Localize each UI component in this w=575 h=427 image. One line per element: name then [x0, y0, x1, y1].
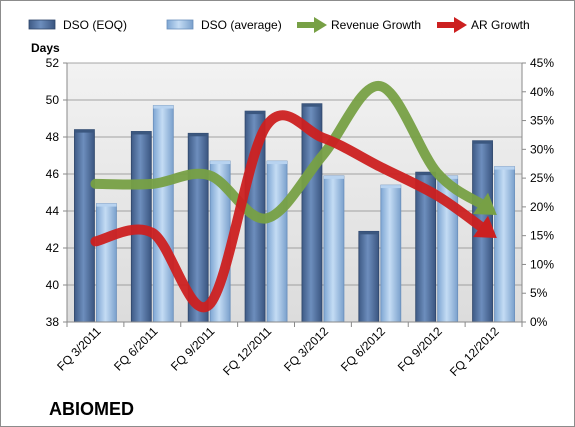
bar-dso-average — [96, 203, 117, 323]
left-axis: 38 40 42 44 46 48 50 52 — [46, 56, 68, 329]
x-tick-label: FQ 12/2011 — [220, 324, 274, 378]
left-tick-label: 42 — [46, 241, 60, 255]
legend-arrow-revenue-growth — [314, 17, 327, 33]
bar-dso-average — [266, 160, 288, 323]
bar-dso-eoq — [74, 129, 95, 323]
left-tick-label: 50 — [46, 93, 60, 107]
right-tick-label: 35% — [530, 114, 554, 128]
left-tick-label: 48 — [46, 130, 60, 144]
x-tick-label: FQ 9/2012 — [395, 324, 445, 374]
right-tick-label: 40% — [530, 85, 554, 99]
revenue-growth-line — [90, 81, 488, 224]
x-tick-label: FQ 3/2012 — [281, 324, 331, 374]
left-tick-label: 46 — [46, 167, 60, 181]
bar-cap — [131, 131, 152, 135]
bar-cap — [415, 172, 436, 176]
x-tick-label: FQ 9/2011 — [168, 324, 218, 374]
bar-cap — [323, 175, 344, 179]
bar-cap — [494, 166, 515, 170]
bar-cap — [153, 105, 174, 109]
bar-cap — [358, 231, 379, 235]
legend-arrow-ar-growth — [454, 17, 467, 33]
bar-cap — [188, 133, 209, 137]
bar-cap — [96, 203, 117, 207]
bar-cap — [267, 161, 288, 165]
legend-label-dso-eoq-: DSO (EOQ) — [63, 18, 127, 32]
x-tick-label: FQ 6/2012 — [338, 324, 388, 374]
x-tick-label: FQ 3/2011 — [54, 324, 104, 374]
legend-swatch-dso-eoq- — [28, 19, 56, 30]
ar-growth-arrowhead — [472, 215, 497, 238]
bar-cap — [472, 140, 493, 144]
left-tick-label: 52 — [46, 56, 60, 70]
bar-cap — [210, 161, 231, 165]
bar-dso-average — [380, 184, 402, 323]
right-tick-label: 20% — [530, 200, 554, 214]
left-tick-label: 44 — [46, 204, 60, 218]
revenue-growth-arrowhead — [472, 192, 497, 215]
bars — [74, 103, 515, 323]
legend: DSO (EOQ) DSO (average) Revenue Growth AR G… — [28, 17, 530, 33]
right-tick-label: 15% — [530, 229, 554, 243]
bar-dso-average — [494, 166, 515, 323]
right-tick-label: 5% — [530, 286, 548, 300]
legend-label-revenue-growth: Revenue Growth — [331, 18, 421, 32]
legend-label-dso-average-: DSO (average) — [201, 18, 282, 32]
bar-dso-average — [323, 175, 345, 323]
lines — [90, 81, 497, 313]
legend-label-ar-growth: AR Growth — [471, 18, 530, 32]
x-tick-label: FQ 12/2012 — [447, 324, 502, 379]
bar-dso-eoq — [358, 230, 380, 323]
right-tick-label: 30% — [530, 142, 554, 156]
x-tick-label: FQ 6/2011 — [111, 324, 161, 374]
right-tick-label: 45% — [530, 56, 554, 70]
left-tick-label: 40 — [46, 278, 60, 292]
legend-swatch-dso-average- — [166, 19, 194, 30]
bar-cap — [301, 103, 322, 107]
right-tick-label: 0% — [530, 315, 548, 329]
right-tick-label: 10% — [530, 257, 554, 271]
ar-growth-line — [90, 110, 488, 313]
right-axis: 0% 5% 10% 15% 20% 25% 30% 35% 40% 45% — [521, 56, 554, 329]
x-axis: FQ 3/2011 FQ 6/2011 FQ 9/2011 FQ 12/2011 FQ … — [54, 321, 523, 379]
right-tick-label: 25% — [530, 171, 554, 185]
left-axis-title: Days — [31, 41, 60, 55]
bar-cap — [245, 111, 266, 115]
left-tick-label: 38 — [46, 315, 60, 329]
bar-cap — [380, 185, 401, 189]
bar-dso-average — [152, 105, 174, 323]
company-name: ABIOMED — [49, 399, 134, 419]
bar-cap — [74, 129, 95, 133]
